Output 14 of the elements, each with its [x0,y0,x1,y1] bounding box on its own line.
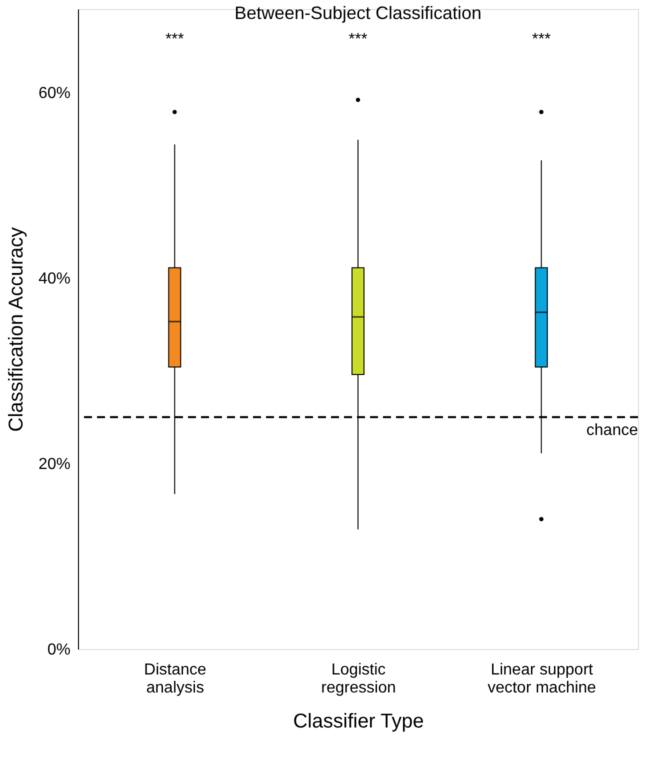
x-axis-title: Classifier Type [293,710,424,732]
x-tick-label: Logistic regression [321,662,396,696]
annotation: *** [348,31,368,48]
x-tick-label: Distance analysis [144,662,206,696]
x-tick-label: Linear support vector machine [488,662,596,696]
annotation: *** [532,31,551,48]
y-tick-label: 0% [47,642,70,658]
y-tick-label: 20% [38,456,70,473]
ref-line-label: chance [586,422,638,440]
annotation: *** [165,31,184,48]
y-tick-label: 40% [38,270,70,288]
y-axis-title: Classification Accuracy [5,227,28,432]
chart-title: Between-Subject Classification [234,3,482,23]
y-tick-label: 60% [38,84,70,102]
